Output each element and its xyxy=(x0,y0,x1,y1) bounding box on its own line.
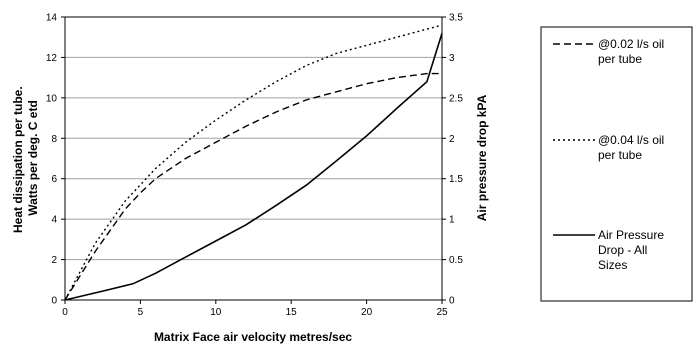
y-axis-left-title: Heat dissipation per tube. Watts per deg… xyxy=(11,83,40,233)
x-tick-label: 25 xyxy=(436,307,448,318)
y-axis-left: 0 2 4 6 8 10 12 14 xyxy=(46,13,65,307)
series-line-1 xyxy=(64,72,442,301)
y-left-tick-label: 10 xyxy=(46,93,58,104)
y-right-tick-label: 1 xyxy=(449,215,455,226)
y-left-tick-label: 12 xyxy=(46,53,58,64)
plot-area-frame xyxy=(64,16,443,301)
y-left-tick-label: 8 xyxy=(51,134,57,145)
y-right-tick-label: 3.5 xyxy=(449,13,463,24)
y-left-tick-label: 14 xyxy=(46,13,58,24)
legend-label: Drop - All xyxy=(598,243,647,257)
legend-label: @0.04 l/s oil xyxy=(598,133,664,147)
series-line-3 xyxy=(64,32,443,301)
series-line-2 xyxy=(64,24,443,301)
legend-label: @0.02 l/s oil xyxy=(598,37,664,51)
y-axis-left-title-line-1: Heat dissipation per tube. xyxy=(11,86,25,233)
y-right-tick-label: 3 xyxy=(449,53,455,64)
legend-box xyxy=(540,26,693,302)
y-right-tick-label: 2 xyxy=(449,134,455,145)
y-right-tick-label: 0.5 xyxy=(449,255,463,266)
y-axis-right: 0 0.5 1 1.5 2 2.5 3 3.5 xyxy=(442,13,463,307)
y-right-tick-label: 1.5 xyxy=(449,174,463,185)
x-tick-label: 0 xyxy=(62,307,68,318)
x-axis: 0 5 10 15 20 25 xyxy=(62,300,448,318)
y-left-tick-label: 0 xyxy=(51,296,57,307)
x-tick-label: 15 xyxy=(286,307,298,318)
legend-label: Air Pressure xyxy=(598,228,664,242)
y-left-tick-label: 2 xyxy=(51,255,57,266)
y-axis-left-title-line-2: Watts per deg. C etd xyxy=(26,100,40,216)
x-tick-label: 5 xyxy=(138,307,144,318)
legend-label: Sizes xyxy=(598,258,627,272)
y-right-tick-label: 0 xyxy=(449,296,455,307)
x-tick-label: 10 xyxy=(210,307,222,318)
y-left-tick-label: 4 xyxy=(51,215,57,226)
x-axis-title: Matrix Face air velocity metres/sec xyxy=(154,330,352,344)
x-tick-label: 20 xyxy=(361,307,373,318)
legend-label: per tube xyxy=(598,148,642,162)
y-axis-right-title: Air pressure drop kPA xyxy=(475,94,489,221)
legend-label: per tube xyxy=(598,52,642,66)
series-group xyxy=(64,24,443,301)
y-left-tick-label: 6 xyxy=(51,174,57,185)
y-right-tick-label: 2.5 xyxy=(449,93,463,104)
gridlines xyxy=(65,56,442,261)
